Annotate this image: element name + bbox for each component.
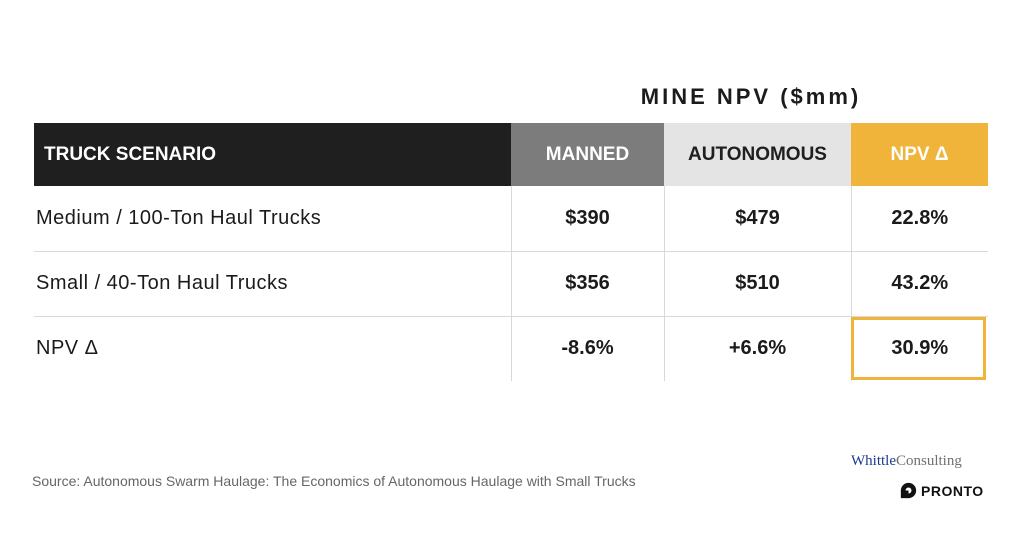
autonomous-value: $479 (663, 186, 851, 252)
npv-table: TRUCK SCENARIO MANNED AUTONOMOUS NPV Δ M… (34, 123, 988, 381)
autonomous-value: +6.6% (663, 316, 851, 381)
row-label: Small / 40-Ton Haul Trucks (34, 251, 511, 317)
header-autonomous: AUTONOMOUS (664, 123, 851, 186)
header-npv-delta: NPV Δ (851, 123, 988, 186)
pronto-logo: PRONTO (900, 482, 984, 499)
whittle-logo-text: Whittle (851, 453, 896, 469)
pronto-logo-text: PRONTO (921, 482, 984, 499)
delta-value: 22.8% (850, 186, 988, 252)
table-header-row: TRUCK SCENARIO MANNED AUTONOMOUS NPV Δ (34, 123, 988, 186)
source-note: Source: Autonomous Swarm Haulage: The Ec… (32, 473, 636, 489)
delta-value: 43.2% (850, 251, 988, 317)
delta-value: 30.9% (891, 337, 949, 360)
header-manned: MANNED (511, 123, 664, 186)
highlighted-delta-cell: 30.9% (850, 316, 988, 381)
row-label: Medium / 100-Ton Haul Trucks (34, 186, 511, 252)
table-row: Medium / 100-Ton Haul Trucks $390 $479 2… (34, 186, 988, 252)
pronto-logo-icon (900, 482, 917, 499)
section-title: MINE NPV ($mm) (640, 84, 862, 109)
consulting-logo-text: Consulting (896, 453, 962, 469)
manned-value: $390 (510, 186, 664, 252)
table-row: Small / 40-Ton Haul Trucks $356 $510 43.… (34, 251, 988, 317)
row-label: NPV Δ (36, 337, 99, 360)
manned-value: $356 (510, 251, 664, 317)
autonomous-value: $510 (663, 251, 851, 317)
manned-value: -8.6% (510, 316, 664, 381)
whittle-consulting-logo: WhittleConsulting (851, 453, 962, 470)
table-row: NPV Δ -8.6% +6.6% 30.9% (34, 316, 988, 381)
header-truck-scenario: TRUCK SCENARIO (34, 123, 511, 186)
